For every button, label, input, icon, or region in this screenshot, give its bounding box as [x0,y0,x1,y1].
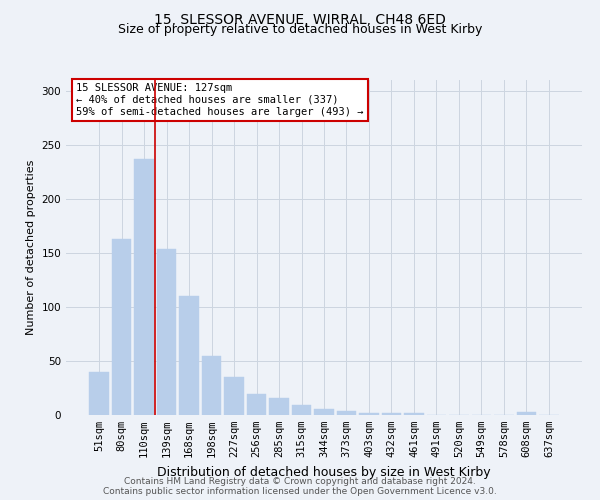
Bar [382,413,401,415]
Bar [202,356,221,415]
Bar [179,296,199,415]
Bar [404,413,424,415]
X-axis label: Distribution of detached houses by size in West Kirby: Distribution of detached houses by size … [157,466,491,478]
Bar [269,398,289,415]
Bar [292,406,311,415]
Y-axis label: Number of detached properties: Number of detached properties [26,160,36,335]
Bar [89,372,109,415]
Text: Size of property relative to detached houses in West Kirby: Size of property relative to detached ho… [118,22,482,36]
Text: Contains HM Land Registry data © Crown copyright and database right 2024.: Contains HM Land Registry data © Crown c… [124,478,476,486]
Bar [157,248,176,415]
Bar [517,412,536,415]
Bar [314,408,334,415]
Bar [337,410,356,415]
Bar [247,394,266,415]
Text: Contains public sector information licensed under the Open Government Licence v3: Contains public sector information licen… [103,488,497,496]
Bar [224,377,244,415]
Text: 15 SLESSOR AVENUE: 127sqm
← 40% of detached houses are smaller (337)
59% of semi: 15 SLESSOR AVENUE: 127sqm ← 40% of detac… [76,84,364,116]
Bar [134,159,154,415]
Bar [112,239,131,415]
Text: 15, SLESSOR AVENUE, WIRRAL, CH48 6ED: 15, SLESSOR AVENUE, WIRRAL, CH48 6ED [154,12,446,26]
Bar [359,413,379,415]
